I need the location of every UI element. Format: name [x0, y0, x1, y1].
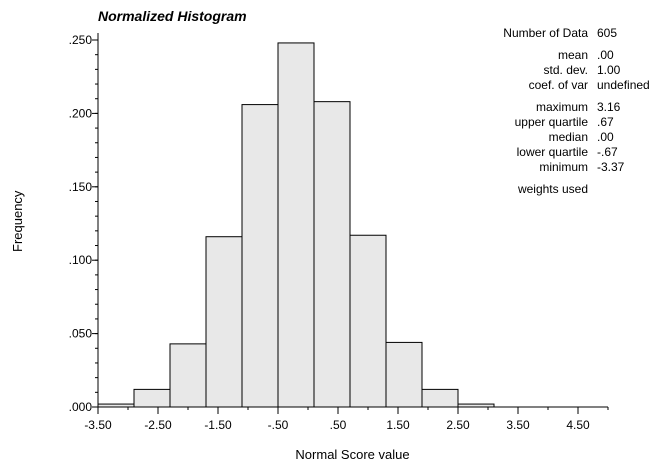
x-tick-label: -1.50	[204, 418, 232, 432]
y-tick-label: .000	[69, 400, 93, 414]
weights-label: weights used	[517, 182, 588, 196]
stat-label: mean	[557, 48, 588, 62]
stat-value: -.67	[597, 145, 618, 159]
histogram-bar	[313, 101, 351, 408]
stat-row-maximum: maximum 3.16	[440, 100, 660, 115]
histogram-bar	[349, 234, 387, 408]
summary-statistics: Number of Data 605 mean .00 std. dev. 1.…	[440, 26, 660, 197]
stat-row-median: median .00	[440, 130, 660, 145]
x-tick-label: -2.50	[144, 418, 172, 432]
stat-label: upper quartile	[514, 115, 588, 129]
y-tick-label: .250	[69, 33, 93, 47]
stat-row-minimum: minimum -3.37	[440, 160, 660, 175]
x-axis-label: Normal Score value	[295, 447, 410, 462]
stat-row-count: Number of Data 605	[440, 26, 660, 41]
stat-label: maximum	[535, 100, 588, 114]
stat-label: median	[548, 130, 588, 144]
stat-value: .00	[597, 48, 614, 62]
y-tick-label: .200	[69, 106, 93, 120]
x-tick-label: 4.50	[566, 418, 590, 432]
histogram-bar	[241, 104, 279, 408]
stat-value: .67	[597, 115, 614, 129]
histogram-bar	[205, 236, 243, 408]
stat-row-upper-quartile: upper quartile .67	[440, 115, 660, 130]
histogram-bar	[133, 388, 171, 408]
x-tick-label: -.50	[268, 418, 289, 432]
chart-title: Normalized Histogram	[98, 8, 247, 24]
stat-value: 3.16	[597, 100, 621, 114]
stat-value: -3.37	[597, 160, 625, 174]
y-tick-label: .100	[69, 253, 93, 267]
x-tick-label: 3.50	[506, 418, 530, 432]
x-tick-label: -3.50	[84, 418, 112, 432]
histogram-bar	[385, 341, 423, 408]
x-tick-label: .50	[330, 418, 347, 432]
stat-value: 605	[597, 26, 618, 40]
histogram-bar	[277, 42, 315, 408]
stat-row-mean: mean .00	[440, 48, 660, 63]
stat-value: undefined	[597, 78, 650, 92]
weights-used-note: weights used	[440, 182, 660, 197]
stat-value: 1.00	[597, 63, 621, 77]
histogram-bar	[169, 343, 207, 408]
stat-value: .00	[597, 130, 614, 144]
x-tick-label: 1.50	[386, 418, 410, 432]
stat-label: lower quartile	[516, 145, 588, 159]
stat-label: minimum	[539, 160, 588, 174]
stat-label: std. dev.	[543, 63, 588, 77]
stat-row-coef-var: coef. of var undefined	[440, 78, 660, 93]
y-axis-label: Frequency	[10, 190, 25, 252]
stat-row-lower-quartile: lower quartile -.67	[440, 145, 660, 160]
y-tick-label: .150	[69, 180, 93, 194]
x-tick-label: 2.50	[446, 418, 470, 432]
y-tick-label: .050	[69, 327, 93, 341]
histogram-bar	[421, 388, 459, 408]
stat-label: coef. of var	[528, 78, 588, 92]
stat-row-std-dev: std. dev. 1.00	[440, 63, 660, 78]
stat-label: Number of Data	[503, 26, 588, 40]
